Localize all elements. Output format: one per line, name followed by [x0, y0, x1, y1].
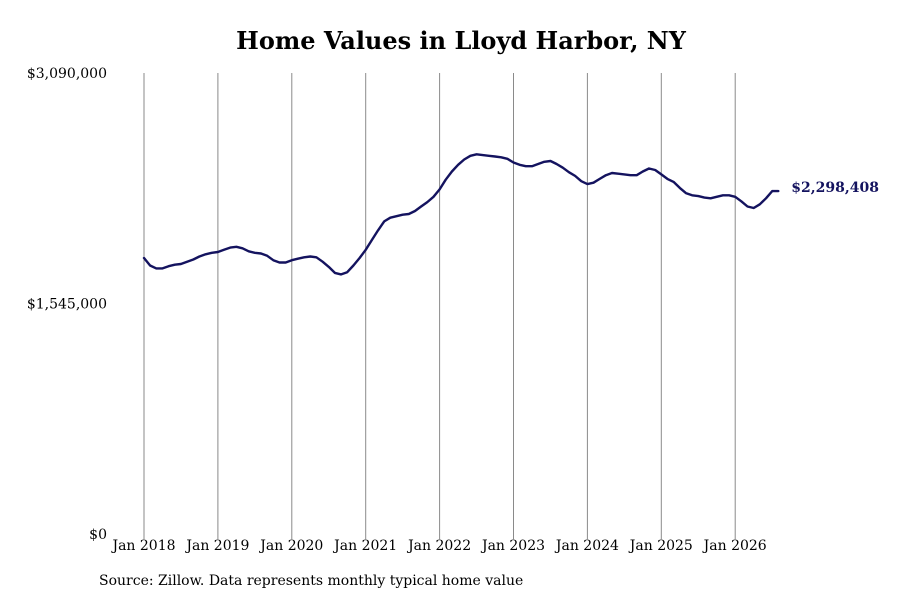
annotation-layer: $2,298,408: [791, 180, 879, 196]
x-tick-label: Jan 2023: [480, 538, 545, 554]
y-tick-label: $1,545,000: [27, 297, 107, 313]
chart-title: Home Values in Lloyd Harbor, NY: [236, 26, 686, 55]
y-tick-label: $0: [89, 527, 107, 543]
x-tick-label: Jan 2018: [110, 538, 175, 554]
x-tick-label: Jan 2021: [332, 538, 397, 554]
series-layer: [142, 153, 780, 276]
source-note: Source: Zillow. Data represents monthly …: [99, 573, 524, 589]
x-tick-label: Jan 2019: [184, 538, 249, 554]
x-tick-label: Jan 2024: [554, 538, 619, 554]
gridlines: [143, 73, 736, 539]
x-tick-label: Jan 2026: [702, 538, 767, 554]
x-axis: Jan 2018 Jan 2019 Jan 2020 Jan 2021 Jan 2022…: [110, 538, 766, 554]
y-tick-label: $3,090,000: [27, 66, 107, 82]
x-tick-label: Jan 2025: [628, 538, 693, 554]
x-tick-label: Jan 2020: [258, 538, 323, 554]
last-value-label: $2,298,408: [791, 180, 879, 196]
y-axis: $0 $1,545,000 $3,090,000: [27, 66, 107, 543]
x-tick-label: Jan 2022: [406, 538, 471, 554]
series-line: [142, 153, 780, 276]
